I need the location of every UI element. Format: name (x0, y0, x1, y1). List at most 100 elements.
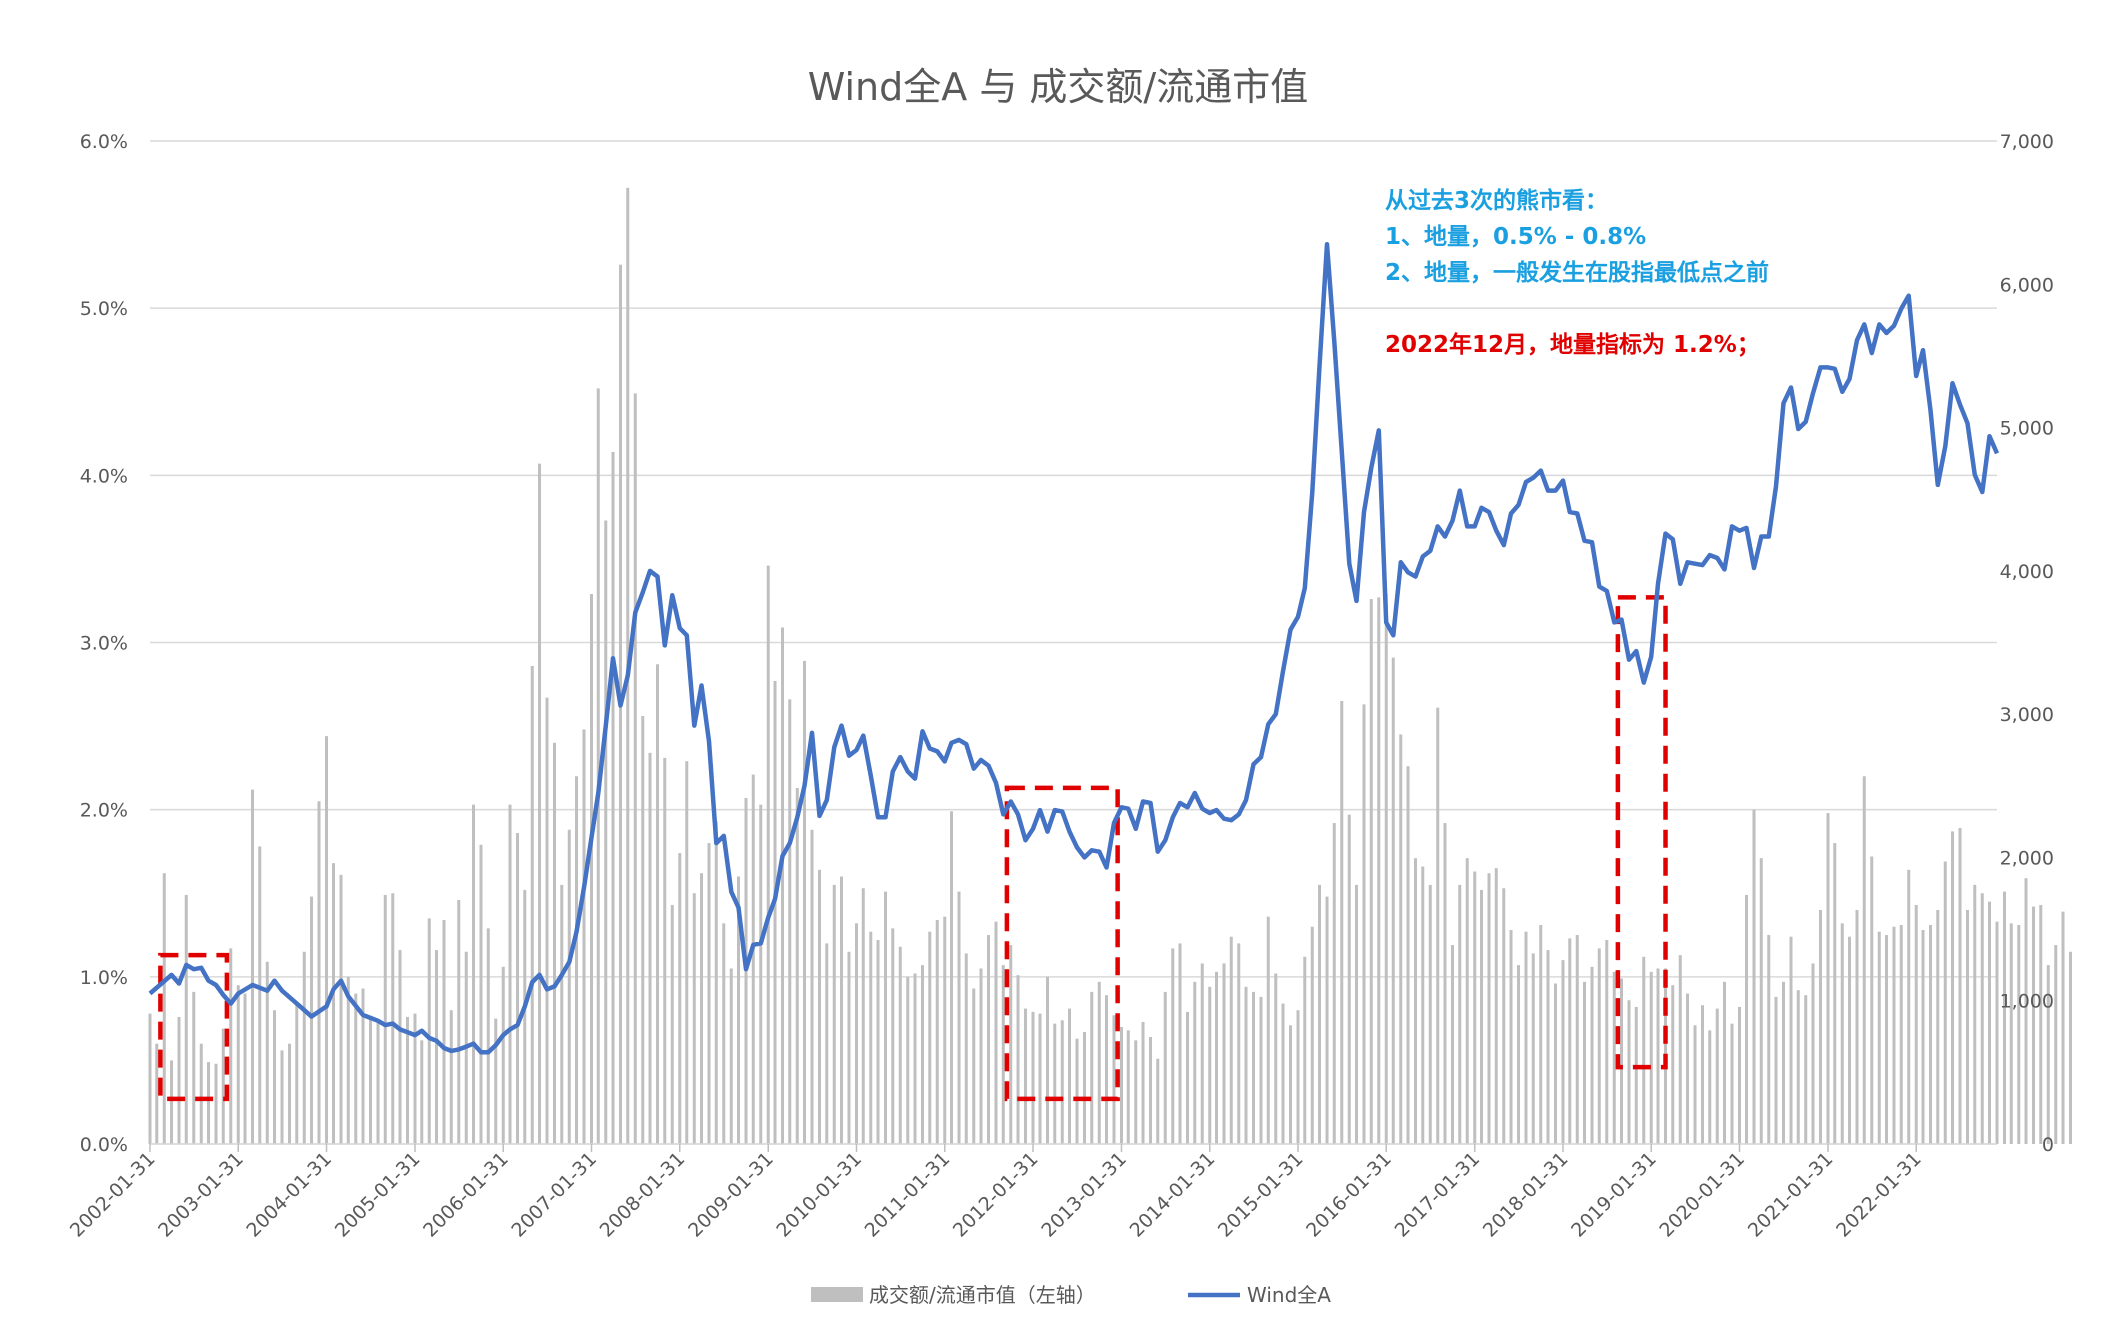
bar (1347, 814, 1351, 1144)
bar (1929, 925, 1933, 1144)
x-tick-label: 2013-01-31 (1037, 1148, 1131, 1242)
bar (1804, 995, 1808, 1144)
bar (854, 923, 858, 1144)
bar (339, 874, 343, 1144)
bar (906, 976, 910, 1144)
bar (1016, 975, 1020, 1144)
bar (781, 627, 785, 1144)
bar (1024, 1008, 1028, 1144)
bar (1318, 884, 1322, 1144)
bar (1149, 1037, 1153, 1144)
bar (611, 451, 615, 1144)
bar (950, 811, 954, 1144)
bar (1686, 993, 1690, 1144)
bar (832, 884, 836, 1144)
bar (1083, 1031, 1087, 1144)
bar (1310, 926, 1314, 1144)
bar (1156, 1058, 1160, 1144)
bar (530, 665, 534, 1144)
y-left-tick-label: 1.0% (80, 967, 128, 989)
bar (1377, 597, 1381, 1144)
x-tick-label: 2012-01-31 (949, 1148, 1043, 1242)
bar (1060, 1020, 1064, 1144)
bar (486, 928, 490, 1144)
x-tick-label: 2016-01-31 (1302, 1148, 1396, 1242)
bar (1296, 1010, 1300, 1144)
bar (1590, 966, 1594, 1144)
y-right-tick-label: 0 (2042, 1134, 2054, 1156)
bar (1627, 1000, 1631, 1144)
bar (494, 1018, 498, 1144)
bar (596, 388, 600, 1144)
bar (1561, 960, 1565, 1144)
bar (1458, 884, 1462, 1144)
bar (1208, 986, 1212, 1144)
bar (1914, 904, 1918, 1144)
bar (1892, 926, 1896, 1144)
annotation-box (158, 952, 230, 1102)
bar (1951, 831, 1955, 1144)
y-axis-right: 0 1,000 2,000 3,000 4,000 5,000 6,000 7,000 (2000, 131, 2054, 1156)
bar (943, 916, 947, 1144)
bar (670, 904, 674, 1144)
annotation-boxes (158, 595, 1668, 1102)
bar (1907, 869, 1911, 1144)
bar (1966, 909, 1970, 1144)
bar (1119, 1026, 1123, 1144)
bar (1826, 813, 1830, 1144)
bar (1509, 930, 1513, 1144)
bar (685, 761, 689, 1144)
bar (1524, 931, 1528, 1144)
bar (1877, 931, 1881, 1144)
legend: 成交额/流通市值（左轴） Wind全A (811, 1283, 1331, 1307)
bar (1038, 1013, 1042, 1144)
bar (472, 804, 476, 1144)
bar (1605, 940, 1609, 1144)
x-tick-label: 2018-01-31 (1479, 1148, 1573, 1242)
bar (236, 985, 240, 1144)
bar (1384, 594, 1388, 1144)
bar (1266, 916, 1270, 1144)
bar (1399, 734, 1403, 1144)
y-right-tick-label: 6,000 (2000, 274, 2054, 296)
bar (1671, 985, 1675, 1144)
bar (383, 894, 387, 1144)
bar (692, 893, 696, 1144)
bar (1634, 1006, 1638, 1144)
annotation-text: 从过去3次的熊市看： 1、地量，0.5% - 0.8% 2、地量，一般发生在股指… (1385, 187, 1769, 358)
bar (1465, 858, 1469, 1144)
bar (376, 1020, 380, 1144)
bar (840, 876, 844, 1144)
bar (391, 893, 395, 1144)
bar (751, 774, 755, 1144)
bar (1546, 950, 1550, 1144)
bar (1009, 945, 1013, 1144)
bar (148, 1013, 152, 1144)
bar (987, 935, 991, 1144)
bar (288, 1043, 292, 1144)
bar (501, 966, 505, 1144)
bar (722, 923, 726, 1144)
bar (1583, 981, 1587, 1144)
bar (847, 951, 851, 1144)
bar (1332, 823, 1336, 1144)
bar (1730, 1023, 1734, 1144)
bar (2009, 923, 2013, 1144)
bar (1229, 936, 1233, 1144)
bar (1237, 943, 1241, 1144)
bar (1303, 956, 1307, 1144)
bar (1840, 923, 1844, 1144)
bar (1620, 978, 1624, 1144)
bar (1222, 963, 1226, 1144)
bar (1988, 901, 1992, 1144)
bar (280, 1050, 284, 1144)
bar (1958, 828, 1962, 1144)
y-right-tick-label: 2,000 (2000, 847, 2054, 869)
bar (1178, 943, 1182, 1144)
bar (1848, 936, 1852, 1144)
bar (1885, 935, 1889, 1144)
bar (317, 801, 321, 1144)
bar (1097, 981, 1101, 1144)
bar (707, 843, 711, 1144)
